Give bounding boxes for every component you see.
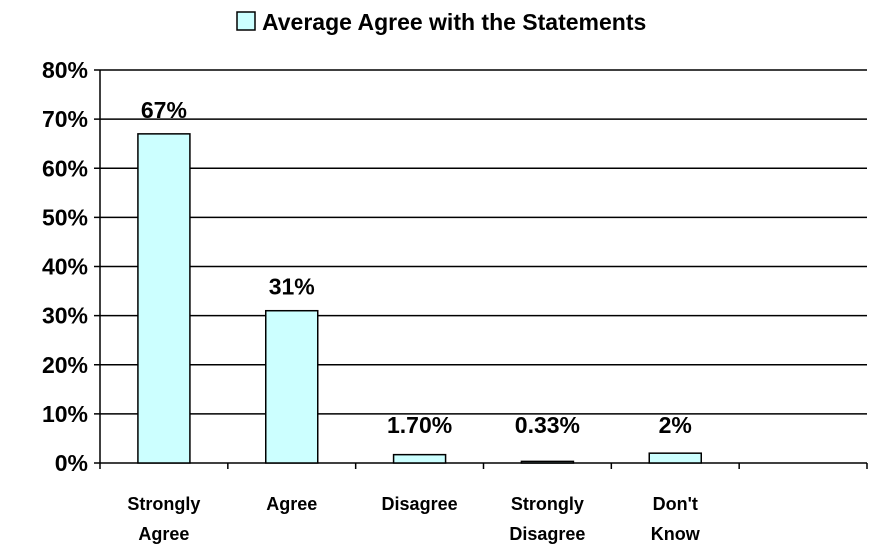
bar [648,452,702,464]
y-tick-label: 80% [42,57,88,83]
bars [137,133,702,464]
x-category-label-line: Don't [653,494,698,514]
x-category-label: Don't Know [651,494,701,544]
x-category-label-line: Agree [266,494,317,514]
x-category-label-line: Know [651,524,701,544]
x-category-label-line: Strongly [511,494,584,514]
x-category-label: Agree [266,494,317,514]
y-tick-label: 70% [42,106,88,132]
y-tick-label: 60% [42,155,88,181]
data-labels: 67% 31% 1.70% 0.33% 2% [141,97,692,438]
x-category-label-line: Strongly [127,494,200,514]
x-category-label: Strongly Agree [127,494,200,544]
x-category-labels: Strongly Agree Agree Disagree Strongly Disagr… [127,494,700,544]
y-tick-label: 40% [42,254,88,280]
data-label: 1.70% [387,412,452,438]
y-tick-label: 10% [42,401,88,427]
x-category-label: Strongly Disagree [509,494,585,544]
legend-label: Average Agree with the Statements [262,9,646,35]
x-category-label-line: Disagree [509,524,585,544]
bar [392,453,447,464]
x-category-label-line: Disagree [382,494,458,514]
data-label: 31% [269,274,315,300]
data-label: 0.33% [515,412,580,438]
y-tick-label: 50% [42,204,88,230]
bar [137,133,191,464]
y-tick-label: 20% [42,352,88,378]
data-label: 2% [659,412,692,438]
y-tick-labels: 0% 10% 20% 30% 40% 50% 60% 70% 80% [42,57,88,476]
x-category-label: Disagree [382,494,458,514]
legend: Average Agree with the Statements [236,9,646,35]
bar [265,309,319,464]
bar [520,460,575,464]
y-tick-label: 0% [55,450,88,476]
data-label: 67% [141,97,187,123]
x-category-label-line: Agree [138,524,189,544]
axes [94,69,868,469]
y-tick-label: 30% [42,303,88,329]
legend-swatch [236,11,256,31]
gridlines [100,69,867,415]
